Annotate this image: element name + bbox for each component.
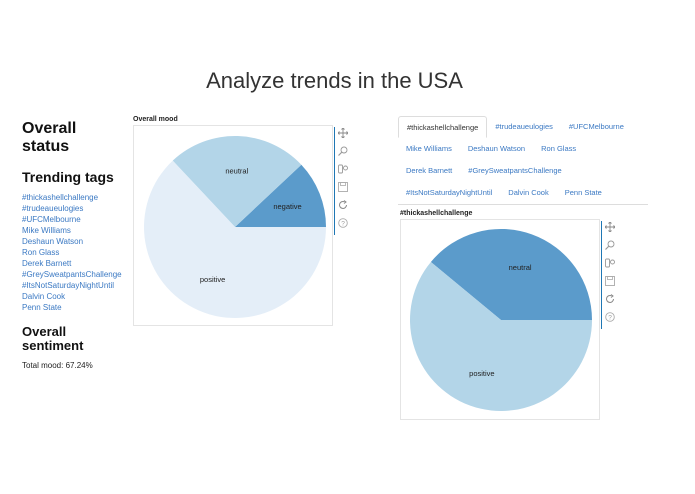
reset-icon[interactable] (337, 199, 349, 211)
overall-status-heading: Overall status (22, 120, 132, 156)
tag-link[interactable]: #thickashellchallenge (22, 193, 99, 202)
tab-row: #thickashellchallenge #trudeaueulogies #… (398, 116, 648, 138)
plot-toolbar-1: ? (334, 127, 349, 235)
overall-mood-pie: negative neutral positive (143, 135, 326, 318)
trending-tags-list: #thickashellchallenge #trudeaueulogies #… (22, 192, 132, 313)
tab-row: Mike Williams Deshaun Watson Ron Glass (398, 138, 648, 160)
tag-link[interactable]: #trudeaueulogies (22, 204, 84, 213)
pie-label-neutral: neutral (225, 167, 248, 176)
wheel-zoom-icon[interactable] (337, 163, 349, 175)
svg-text:?: ? (341, 220, 345, 227)
pie-slice-negative (235, 164, 326, 227)
pie-slice-positive (410, 261, 592, 411)
pie-slice-positive (143, 160, 326, 318)
overall-mood-plot: negative neutral positive (133, 125, 333, 326)
overall-sentiment-line-1: Overall (22, 324, 67, 339)
box-zoom-icon[interactable] (337, 145, 349, 157)
save-icon[interactable] (337, 181, 349, 193)
tab-trudeaueulogies[interactable]: #trudeaueulogies (495, 122, 553, 131)
tag-link[interactable]: Derek Barnett (22, 259, 72, 268)
tag-link[interactable]: Ron Glass (22, 248, 60, 257)
overall-sentiment-heading: Overall sentiment (22, 325, 132, 353)
tab-itsnotsaturdaynightuntil[interactable]: #ItsNotSaturdayNightUntil (406, 188, 493, 197)
pie-label-neutral: neutral (509, 263, 532, 272)
pie-slice-neutral (430, 228, 592, 320)
plot-toolbar-2: ? (601, 221, 616, 329)
tab-greysweatpantschallenge[interactable]: #GreySweatpantsChallenge (468, 166, 562, 175)
pie-label-positive: positive (200, 275, 225, 284)
left-panel: Overall status Trending tags #thickashel… (22, 120, 132, 370)
chart-title-overall-mood: Overall mood (133, 116, 178, 123)
pan-icon[interactable] (604, 221, 616, 233)
help-icon[interactable]: ? (604, 311, 616, 323)
reset-icon[interactable] (604, 293, 616, 305)
tab-penn-state[interactable]: Penn State (564, 188, 602, 197)
overall-status-line-2: status (22, 138, 70, 155)
tag-link[interactable]: Dalvin Cook (22, 292, 66, 301)
svg-text:?: ? (608, 314, 612, 321)
wheel-zoom-icon[interactable] (604, 257, 616, 269)
overall-status-line-1: Overall (22, 120, 77, 137)
tab-derek-barnett[interactable]: Derek Barnett (406, 166, 453, 175)
pie-label-positive: positive (469, 369, 494, 378)
tab-deshaun-watson[interactable]: Deshaun Watson (467, 144, 526, 153)
trending-tags-heading: Trending tags (22, 169, 114, 185)
chart-title-hashtag: #thickashellchallenge (400, 210, 473, 217)
pie-label-negative: negative (273, 202, 301, 211)
page-title: Analyze trends in the USA (206, 68, 463, 93)
total-mood: Total mood: 67.24% (22, 361, 93, 370)
tab-row: #ItsNotSaturdayNightUntil Dalvin Cook Pe… (398, 182, 648, 204)
help-icon[interactable]: ? (337, 217, 349, 229)
tag-link[interactable]: Deshaun Watson (22, 237, 84, 246)
tag-link[interactable]: Mike Williams (22, 226, 71, 235)
tag-link[interactable]: #ItsNotSaturdayNightUntil (22, 281, 115, 290)
tab-ron-glass[interactable]: Ron Glass (541, 144, 577, 153)
hashtag-tabs: #thickashellchallenge #trudeaueulogies #… (398, 116, 648, 204)
pan-icon[interactable] (337, 127, 349, 139)
tag-link[interactable]: #GreySweatpantsChallenge (22, 270, 122, 279)
box-zoom-icon[interactable] (604, 239, 616, 251)
tag-link[interactable]: Penn State (22, 303, 62, 312)
tab-row: Derek Barnett #GreySweatpantsChallenge (398, 160, 648, 182)
tab-ufcmelbourne[interactable]: #UFCMelbourne (568, 122, 624, 131)
tab-mike-williams[interactable]: Mike Williams (406, 144, 452, 153)
tag-link[interactable]: #UFCMelbourne (22, 215, 81, 224)
overall-sentiment-line-2: sentiment (22, 338, 84, 353)
tab-thickashellchallenge[interactable]: #thickashellchallenge (398, 116, 488, 138)
tab-dalvin-cook[interactable]: Dalvin Cook (508, 188, 549, 197)
hashtag-mood-plot: neutral positive (400, 219, 600, 420)
tab-divider (398, 204, 648, 205)
save-icon[interactable] (604, 275, 616, 287)
pie-slice-neutral (172, 135, 302, 227)
hashtag-mood-pie: neutral positive (410, 228, 592, 411)
